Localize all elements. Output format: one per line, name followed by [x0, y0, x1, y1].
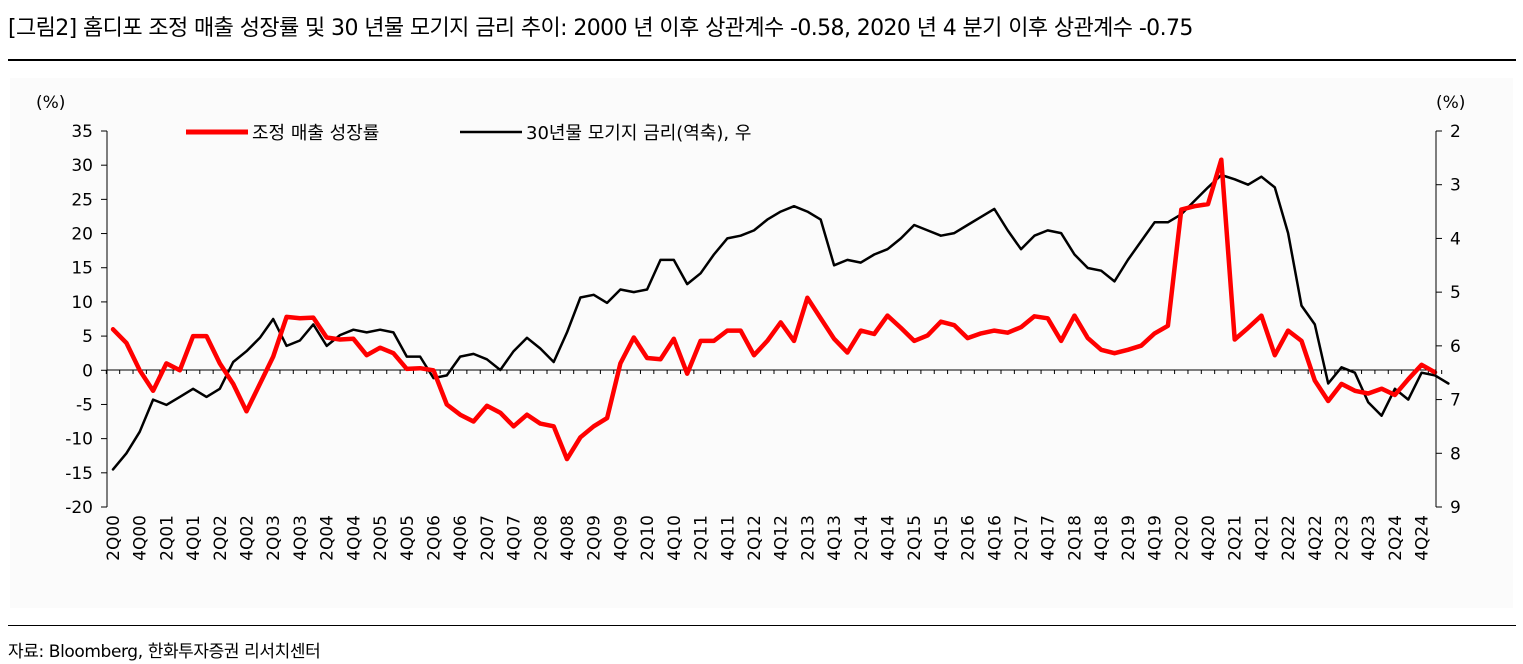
x-tick-label: 2Q05: [371, 515, 391, 561]
x-tick-label: 2Q00: [104, 515, 124, 561]
x-tick-label: 2Q20: [1172, 515, 1192, 561]
x-tick-label: 4Q05: [398, 515, 418, 561]
x-tick-label: 4Q13: [825, 515, 845, 561]
x-tick-label: 2Q16: [959, 515, 979, 561]
x-tick-label: 4Q03: [291, 515, 311, 561]
x-tick-label: 4Q11: [718, 515, 738, 561]
right-tick-label: 6: [1450, 337, 1461, 357]
x-tick-label: 4Q09: [611, 515, 631, 561]
x-tick-label: 2Q09: [585, 515, 605, 561]
x-tick-label: 4Q06: [451, 515, 471, 561]
right-tick-label: 8: [1450, 444, 1461, 464]
left-axis-unit: (%): [36, 93, 65, 113]
left-tick-label: 20: [71, 225, 93, 245]
x-tick-label: 2Q03: [264, 515, 284, 561]
x-tick-label: 2Q22: [1279, 515, 1299, 561]
x-tick-label: 4Q00: [131, 515, 151, 561]
right-tick-label: 4: [1450, 229, 1461, 249]
x-tick-label: 4Q08: [558, 515, 578, 561]
x-tick-label: 2Q23: [1333, 515, 1353, 561]
series-line-adjusted-sales: [110, 157, 1438, 462]
x-tick-label: 2Q14: [852, 515, 872, 561]
x-tick-label: 4Q07: [505, 515, 525, 561]
left-tick-label: 25: [71, 190, 93, 210]
x-tick-label: 4Q01: [184, 515, 204, 561]
x-tick-label: 2Q11: [692, 515, 712, 561]
x-tick-label: 2Q13: [798, 515, 818, 561]
right-axis: 2 3 4 5 6 7 8 9: [1436, 122, 1461, 518]
x-tick-label: 4Q17: [1039, 515, 1059, 561]
x-tick-label: 4Q14: [879, 515, 899, 561]
x-tick-label: 4Q15: [932, 515, 952, 561]
left-tick-label: -15: [65, 464, 93, 484]
chart-background: [10, 78, 1513, 608]
x-tick-label: 2Q17: [1012, 515, 1032, 561]
legend-label-mortgage-rate: 30년물 모기지 금리(역축), 우: [526, 123, 751, 144]
x-tick-label: 4Q23: [1359, 515, 1379, 561]
x-tick-label: 4Q12: [772, 515, 792, 561]
right-tick-label: 5: [1450, 283, 1461, 303]
x-tick-label: 2Q06: [424, 515, 444, 561]
source-note: 자료: Bloomberg, 한화투자증권 리서치센터: [8, 642, 321, 662]
x-tick-label: 2Q21: [1226, 515, 1246, 561]
series-layer: [110, 157, 1450, 471]
left-tick-label: -20: [65, 498, 93, 518]
x-tick-label: 4Q21: [1252, 515, 1272, 561]
x-tick-label: 4Q24: [1413, 515, 1433, 561]
right-axis-unit: (%): [1436, 93, 1465, 113]
x-tick-label: 4Q10: [665, 515, 685, 561]
left-tick-label: 35: [71, 122, 93, 142]
x-tick-label: 2Q18: [1065, 515, 1085, 561]
left-tick-label: -10: [65, 430, 93, 450]
right-tick-label: 3: [1450, 176, 1461, 196]
x-tick-label: 4Q16: [985, 515, 1005, 561]
right-tick-label: 9: [1450, 498, 1461, 518]
x-tick-label: 4Q02: [238, 515, 258, 561]
x-tick-label: 4Q22: [1306, 515, 1326, 561]
title-divider: [8, 59, 1516, 61]
x-tick-label: 2Q12: [745, 515, 765, 561]
left-tick-label: 5: [82, 327, 93, 347]
x-tick-label: 2Q08: [531, 515, 551, 561]
left-tick-label: 10: [71, 293, 93, 313]
x-axis: 2Q00 4Q00 2Q01 4Q01 2Q02 4Q02 2Q03 4Q03 2Q04 4Q04…: [104, 369, 1443, 561]
x-tick-label: 2Q04: [318, 515, 338, 561]
legend: 조정 매출 성장률 30년물 모기지 금리(역축), 우: [186, 123, 751, 144]
right-tick-label: 2: [1450, 122, 1461, 142]
left-tick-label: 30: [71, 156, 93, 176]
x-tick-label: 4Q20: [1199, 515, 1219, 561]
right-tick-label: 7: [1450, 391, 1461, 411]
x-tick-label: 4Q04: [344, 515, 364, 561]
x-tick-label: 2Q15: [905, 515, 925, 561]
left-tick-label: 15: [71, 259, 93, 279]
x-tick-label: 4Q19: [1146, 515, 1166, 561]
line-chart: (%) (%) 35 30 25 20 15 10 5 0 -5 -10 -15 -20 2 3 4 5 6 7…: [36, 93, 1465, 561]
footer-divider: [8, 625, 1516, 626]
page-title: [그림2] 홈디포 조정 매출 성장률 및 30 년물 모기지 금리 추이: 2…: [8, 16, 1193, 41]
x-tick-label: 2Q02: [211, 515, 231, 561]
left-tick-label: -5: [76, 395, 93, 415]
legend-label-adjusted-sales: 조정 매출 성장률: [252, 123, 379, 144]
x-tick-label: 2Q01: [157, 515, 177, 561]
x-tick-label: 2Q24: [1386, 515, 1406, 561]
x-tick-label: 2Q19: [1119, 515, 1139, 561]
x-tick-label: 2Q10: [638, 515, 658, 561]
x-tick-label: 2Q07: [478, 515, 498, 561]
x-tick-label: 4Q18: [1092, 515, 1112, 561]
left-axis: 35 30 25 20 15 10 5 0 -5 -10 -15 -20: [65, 122, 107, 518]
left-tick-label: 0: [82, 361, 93, 381]
